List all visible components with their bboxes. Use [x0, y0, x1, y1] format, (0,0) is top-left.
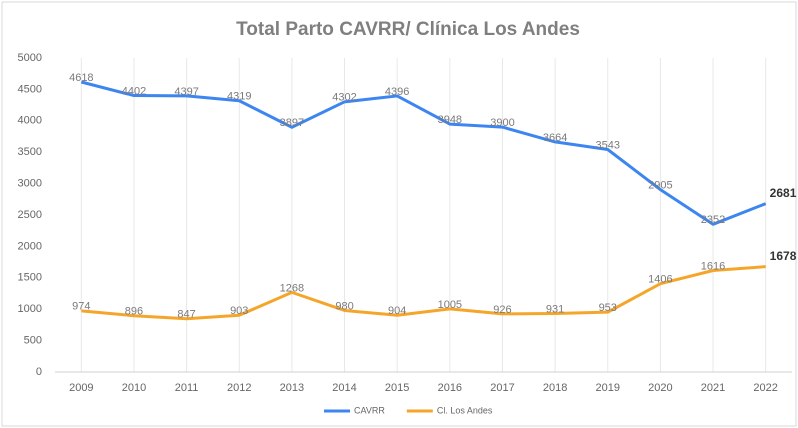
- x-tick-label: 2018: [543, 382, 567, 394]
- x-tick-label: 2014: [332, 382, 356, 394]
- y-tick-label: 4500: [18, 83, 42, 95]
- y-tick-label: 2000: [18, 240, 42, 252]
- series-line: [81, 265, 766, 321]
- y-tick-label: 2500: [18, 209, 42, 221]
- data-label: 2681: [770, 186, 797, 200]
- y-tick-label: 0: [36, 366, 42, 378]
- x-tick-label: 2013: [280, 382, 304, 394]
- x-tick-label: 2011: [175, 382, 199, 394]
- data-label: 1268: [280, 282, 304, 294]
- data-label: 3948: [438, 114, 462, 126]
- data-label: 1005: [438, 299, 462, 311]
- data-label: 3664: [543, 132, 567, 144]
- x-tick-label: 2020: [648, 382, 672, 394]
- data-label: 1406: [648, 274, 672, 286]
- y-tick-label: 4000: [18, 115, 42, 127]
- x-tick-label: 2012: [227, 382, 251, 394]
- data-label: 2905: [648, 179, 672, 191]
- x-tick-label: 2015: [385, 382, 409, 394]
- data-label: 4319: [227, 91, 251, 103]
- data-label: 4618: [69, 72, 93, 84]
- y-tick-label: 5000: [18, 52, 42, 64]
- x-tick-label: 2010: [122, 382, 146, 394]
- data-label: 1616: [701, 260, 725, 272]
- legend-label: CAVRR: [354, 405, 385, 415]
- x-tick-label: 2016: [438, 382, 462, 394]
- chart-title: Total Parto CAVRR/ Clínica Los Andes: [236, 19, 580, 40]
- series-line: [80, 80, 767, 226]
- data-label: 4402: [122, 85, 146, 97]
- data-label: 847: [177, 309, 195, 321]
- legend-label: Cl. Los Andes: [437, 405, 493, 415]
- data-label: 953: [599, 302, 617, 314]
- data-label: 4397: [174, 86, 198, 98]
- data-label: 4302: [332, 92, 356, 104]
- x-tick-label: 2021: [701, 382, 725, 394]
- data-label: 2352: [701, 214, 725, 226]
- data-label: 3543: [596, 139, 620, 151]
- y-tick-label: 3000: [18, 178, 42, 190]
- data-label: 3897: [280, 117, 304, 129]
- data-label: 903: [230, 305, 248, 317]
- data-label: 926: [493, 304, 511, 316]
- x-tick-label: 2019: [596, 382, 620, 394]
- data-label: 980: [335, 300, 353, 312]
- data-label: 4396: [385, 86, 409, 98]
- x-tick-label: 2022: [753, 382, 777, 394]
- y-tick-label: 3500: [18, 146, 42, 158]
- y-tick-label: 500: [24, 335, 42, 347]
- data-label: 974: [72, 301, 90, 313]
- data-label: 1678: [770, 249, 797, 263]
- x-tick-label: 2017: [490, 382, 514, 394]
- y-tick-label: 1500: [18, 272, 42, 284]
- data-label: 931: [546, 303, 564, 315]
- y-tick-label: 1000: [18, 303, 42, 315]
- x-tick-label: 2009: [69, 382, 93, 394]
- data-label: 3900: [490, 117, 514, 129]
- data-label: 896: [125, 306, 143, 318]
- data-label: 904: [388, 305, 406, 317]
